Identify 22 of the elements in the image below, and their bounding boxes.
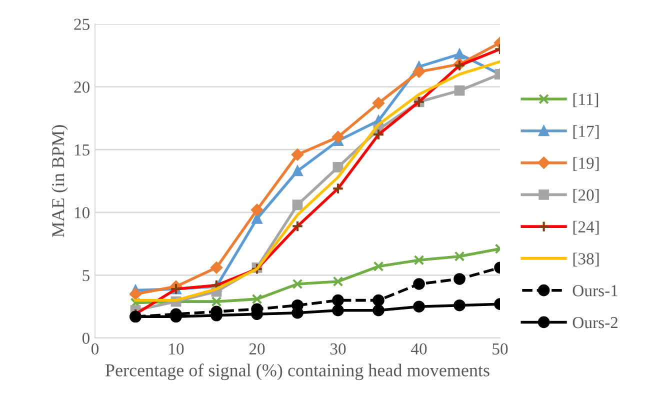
legend-label: [17] [573, 125, 599, 139]
y-tick-label: 15 [74, 144, 90, 156]
legend-label: [38] [573, 252, 599, 267]
y-tick-label: 0 [82, 332, 90, 344]
legend-label: Ours-1 [572, 285, 618, 296]
x-tick-label: 0 [91, 343, 99, 355]
legend-label: [19] [573, 157, 599, 171]
legend-label: Ours-2 [572, 317, 618, 328]
y-tick-label: 20 [74, 82, 90, 93]
legend-label: [11] [573, 93, 598, 108]
legend-label: [20] [573, 188, 599, 203]
y-tick-label: 10 [74, 207, 90, 218]
x-tick-label: 40 [410, 343, 427, 355]
legend-label: [24] [573, 220, 599, 235]
x-tick-label: 10 [169, 343, 184, 355]
y-tick-label: 5 [82, 270, 90, 282]
x-tick-label: 20 [249, 343, 265, 355]
x-tick-label: 50 [492, 343, 508, 355]
y-axis-title: MAE (in BPM) [52, 125, 68, 238]
y-tick-label: 25 [74, 18, 90, 30]
x-tick-label: 30 [330, 343, 346, 355]
x-axis-title: Percentage of signal (%) containing head movements [105, 364, 490, 380]
